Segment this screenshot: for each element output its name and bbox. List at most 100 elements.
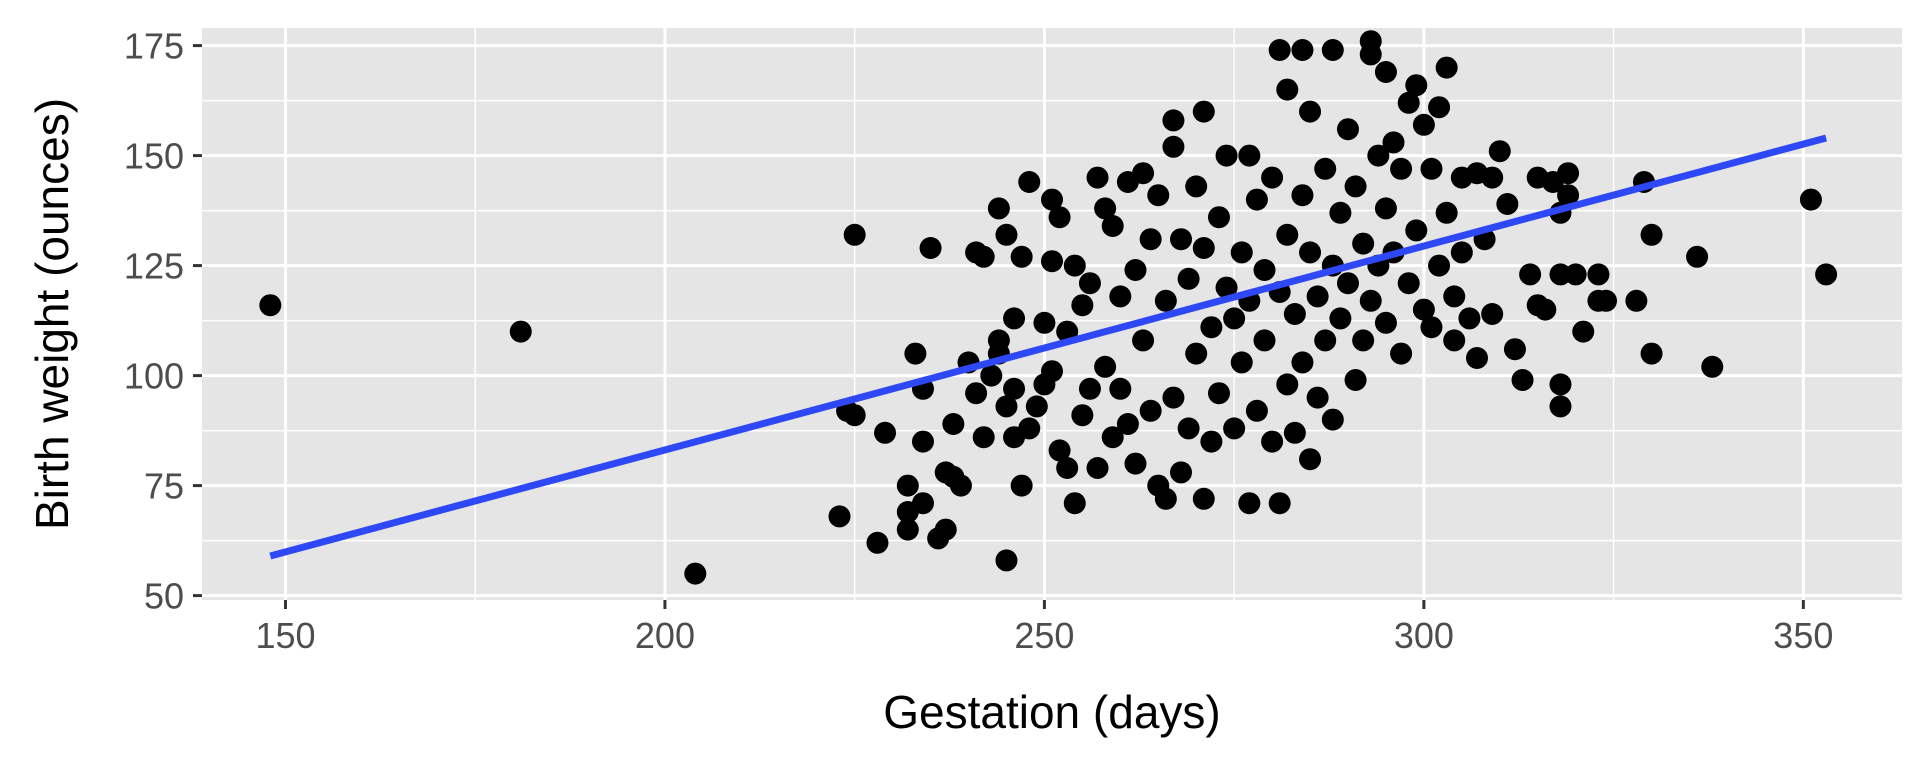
- data-point: [259, 294, 282, 317]
- data-point: [1625, 289, 1648, 312]
- y-tick-label: 150: [124, 136, 184, 177]
- data-point: [972, 426, 995, 449]
- data-point: [1420, 157, 1443, 180]
- data-point: [1033, 311, 1056, 334]
- data-point: [1329, 307, 1352, 330]
- data-point: [965, 382, 988, 405]
- data-point: [828, 505, 851, 528]
- x-tick-label: 350: [1773, 615, 1833, 656]
- data-point: [949, 474, 972, 497]
- data-point: [1261, 166, 1284, 189]
- data-point: [1511, 369, 1534, 391]
- data-point: [1466, 347, 1488, 369]
- data-point: [1458, 307, 1481, 330]
- data-point: [1291, 184, 1314, 207]
- data-point: [866, 531, 889, 554]
- data-point: [1116, 413, 1139, 435]
- data-point: [1245, 399, 1268, 422]
- data-point: [1101, 215, 1124, 237]
- data-point: [1412, 113, 1435, 136]
- data-point: [1374, 197, 1397, 220]
- data-point: [1154, 487, 1177, 510]
- data-point: [1481, 303, 1504, 325]
- data-point: [934, 518, 957, 541]
- data-point: [911, 492, 934, 515]
- data-point: [1640, 342, 1663, 365]
- data-point: [1261, 430, 1284, 453]
- data-point: [1245, 188, 1268, 211]
- x-tick-label: 150: [255, 615, 315, 656]
- data-point: [1200, 316, 1223, 339]
- data-point: [1147, 184, 1170, 207]
- data-point: [1018, 417, 1041, 440]
- data-point: [1253, 259, 1276, 281]
- data-point: [1420, 316, 1443, 339]
- data-point: [896, 474, 919, 497]
- data-points: [259, 30, 1838, 585]
- data-point: [1048, 206, 1071, 229]
- data-point: [995, 223, 1018, 246]
- data-point: [1139, 228, 1162, 251]
- data-point: [1549, 373, 1572, 396]
- data-point: [1101, 426, 1124, 449]
- data-point: [1025, 395, 1048, 418]
- data-point: [1276, 78, 1299, 101]
- data-point: [1321, 39, 1344, 61]
- data-point: [1397, 272, 1420, 295]
- data-point: [1412, 298, 1435, 321]
- data-point: [1435, 56, 1458, 79]
- data-point: [1283, 303, 1306, 325]
- data-point: [1063, 492, 1086, 515]
- data-point: [1253, 329, 1276, 352]
- data-point: [1276, 223, 1299, 246]
- data-point: [1299, 100, 1322, 123]
- data-point: [1405, 74, 1428, 97]
- data-point: [1336, 272, 1359, 295]
- data-point: [972, 245, 995, 268]
- data-point: [1390, 342, 1413, 365]
- data-point: [1557, 162, 1580, 185]
- data-point: [1041, 360, 1063, 383]
- data-point: [1086, 166, 1109, 189]
- data-point: [1139, 399, 1162, 422]
- data-point: [1056, 457, 1079, 479]
- data-point: [1018, 171, 1041, 193]
- data-point: [995, 395, 1018, 418]
- data-point: [1382, 131, 1405, 154]
- data-point: [1238, 144, 1261, 167]
- data-point: [1003, 307, 1026, 330]
- data-point: [1071, 404, 1094, 427]
- data-point: [1640, 223, 1663, 246]
- data-point: [1549, 263, 1572, 286]
- data-point: [1041, 250, 1063, 273]
- x-tick-label: 200: [635, 615, 695, 656]
- data-point: [1299, 448, 1322, 471]
- data-point: [1268, 492, 1291, 515]
- data-point: [1336, 118, 1359, 141]
- data-point: [1557, 184, 1580, 207]
- data-point: [1503, 338, 1526, 361]
- data-point: [1094, 197, 1117, 220]
- data-point: [1428, 96, 1451, 119]
- data-point: [1397, 91, 1420, 114]
- data-point: [1374, 61, 1397, 83]
- data-point: [1435, 201, 1458, 224]
- data-point: [1564, 263, 1587, 286]
- data-point: [896, 518, 919, 541]
- data-point: [1405, 219, 1428, 242]
- data-point: [1291, 39, 1314, 61]
- data-point: [1488, 140, 1511, 163]
- data-point: [1344, 175, 1367, 198]
- data-point: [1359, 43, 1382, 66]
- data-point: [911, 430, 934, 453]
- data-point: [1799, 188, 1822, 211]
- data-point: [1071, 294, 1094, 317]
- data-point: [1162, 386, 1185, 409]
- data-point: [1041, 188, 1063, 211]
- data-point: [1162, 135, 1185, 158]
- y-axis: 50 75 100 125 150 175: [124, 26, 202, 617]
- data-point: [1306, 285, 1329, 308]
- data-point: [843, 404, 866, 427]
- y-axis-title: Birth weight (ounces): [26, 98, 78, 530]
- data-point: [1003, 377, 1026, 400]
